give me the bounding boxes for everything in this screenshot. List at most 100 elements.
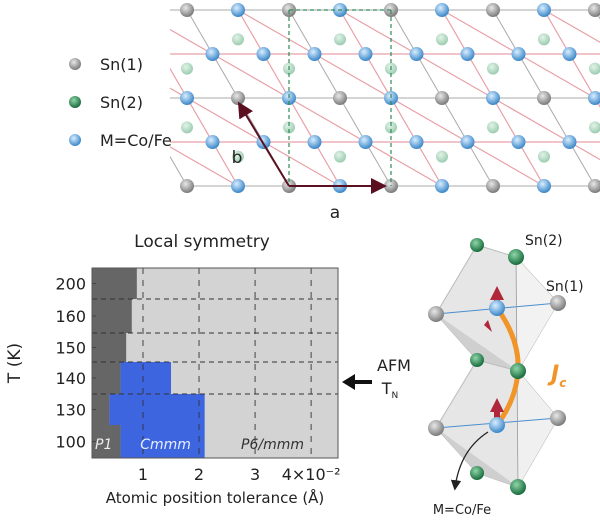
spin-up-arrow-icon <box>490 286 504 310</box>
sn1-atom <box>428 306 444 322</box>
m-legend-marker <box>69 134 81 146</box>
m-atom <box>205 135 220 149</box>
sn1-atom <box>180 3 194 17</box>
m-atom <box>537 179 551 193</box>
p1-cell <box>92 394 110 425</box>
sn2-atom <box>487 62 499 75</box>
kagome-bond <box>338 8 419 55</box>
sn2-atom <box>334 33 346 46</box>
sn2-atom <box>589 121 600 134</box>
m-pointer-arrow <box>450 431 489 491</box>
p1-cell <box>92 268 137 299</box>
sn1-atom <box>180 179 194 193</box>
sn2-atom <box>283 121 295 134</box>
sn1-atom <box>435 91 449 105</box>
m-atom <box>435 3 449 17</box>
kagome-bond <box>363 141 444 188</box>
sn1-atom <box>537 91 551 105</box>
lattice-atoms <box>180 3 600 193</box>
spin-down-arrow-icon <box>490 398 504 422</box>
sn2-atom <box>385 121 397 134</box>
p1-cell <box>92 425 121 458</box>
sn2-atom <box>510 363 526 379</box>
cmmm-cell <box>120 362 172 394</box>
legend-m: M=Co/Fe <box>100 131 172 150</box>
kagome-bond <box>567 141 600 161</box>
tn-main: T <box>381 379 392 398</box>
m-atom <box>205 47 220 61</box>
cmmm-cell <box>109 394 205 425</box>
kagome-bond <box>440 8 521 55</box>
kagome-bond <box>185 96 266 143</box>
m-atom <box>409 47 424 61</box>
kagome-bond <box>210 53 291 100</box>
kagome-bond <box>170 141 240 188</box>
m-atom <box>486 91 500 105</box>
p1-cell <box>92 333 127 362</box>
kagome-bond <box>261 141 342 188</box>
sn2-atom <box>436 33 448 46</box>
upper-octahedron-face <box>436 314 518 371</box>
y-tick-label: 150 <box>55 339 86 358</box>
sn2-atom <box>470 466 484 480</box>
kagome-lattice <box>85 3 600 193</box>
lower-octahedron-face <box>518 371 558 487</box>
m-label: M=Co/Fe <box>433 503 491 518</box>
m-atom <box>511 135 526 149</box>
spin-arrow-icon <box>484 320 492 332</box>
sn2-atom <box>589 62 600 75</box>
phase-label-cmmm: Cmmm <box>140 437 191 453</box>
sn1-atom <box>486 3 500 17</box>
sn2-atom <box>470 353 484 367</box>
sn2-atom <box>508 249 524 265</box>
sn1-atom <box>486 179 500 193</box>
sn1-legend-marker <box>69 58 81 70</box>
sn2-legend-marker <box>69 96 81 108</box>
kagome-bond <box>312 53 393 100</box>
kagome-bond <box>516 53 597 100</box>
cell-edge <box>85 10 136 98</box>
kagome-bond <box>542 8 600 55</box>
transition-arrow-icon <box>342 374 372 390</box>
legend-sn2: Sn(2) <box>100 93 143 112</box>
x-tick-label: 2 <box>194 465 204 484</box>
sn2-atom <box>232 33 244 46</box>
sn2-atom <box>538 33 550 46</box>
legend-sn1: Sn(1) <box>100 55 143 74</box>
m-atom <box>489 300 505 316</box>
jc-sub: c <box>559 376 566 390</box>
sn2-atom <box>470 238 484 252</box>
m-atom <box>537 3 551 17</box>
m-atom <box>231 3 245 17</box>
chart-title: Local symmetry <box>134 232 270 252</box>
plot-frame <box>91 267 339 459</box>
sn2-atom <box>181 62 193 75</box>
m-atom <box>489 417 505 433</box>
y-tick-label: 160 <box>55 307 86 326</box>
sn2-atom <box>510 479 526 495</box>
m-atom <box>358 47 373 61</box>
m-atom <box>435 179 449 193</box>
m-atom <box>180 91 194 105</box>
m-atom <box>256 47 271 61</box>
m-atom <box>307 135 322 149</box>
x-tick-label: 3 <box>250 465 260 484</box>
upper-octahedron-face <box>516 257 558 371</box>
x-tick-label: 1 <box>138 465 148 484</box>
sn1-atom <box>550 295 566 311</box>
tn-label: TN <box>381 379 399 401</box>
legend: Sn(1) Sn(2) M=Co/Fe <box>69 55 172 150</box>
m-atom <box>511 47 526 61</box>
y-tick-label: 200 <box>55 275 86 294</box>
kagome-bond <box>389 96 470 143</box>
sn2-atom <box>181 121 193 134</box>
kagome-bond <box>236 8 317 55</box>
sn1-atom <box>588 3 600 17</box>
y-tick-label: 130 <box>55 401 86 420</box>
sn2-atom <box>538 150 550 163</box>
octahedra-structure <box>428 238 566 495</box>
y-tick-label: 140 <box>55 369 86 388</box>
p1-cell <box>92 299 132 333</box>
kagome-bond <box>170 67 189 100</box>
